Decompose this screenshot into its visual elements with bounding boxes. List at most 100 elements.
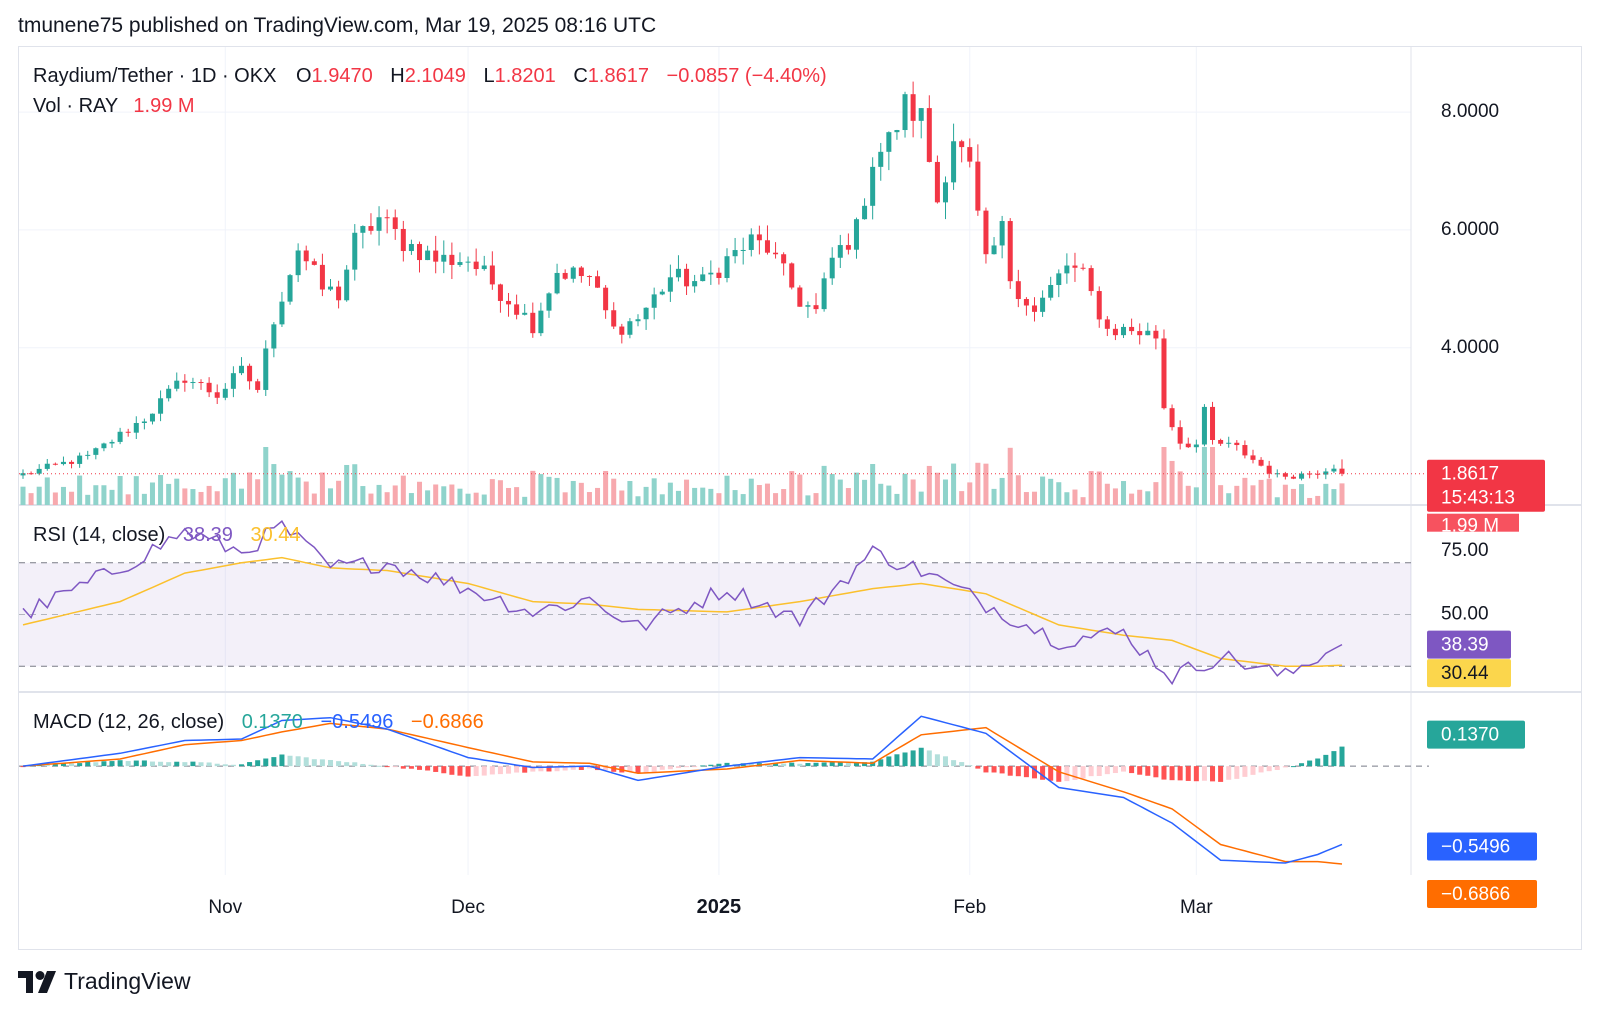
volume-bar [732, 490, 738, 505]
volume-bar [1169, 460, 1175, 505]
macd-histogram-bar [174, 761, 180, 767]
candle-body [1161, 338, 1167, 409]
volume-bar [1177, 471, 1183, 505]
volume-bar [93, 485, 99, 505]
macd-histogram-bar [1104, 766, 1110, 775]
macd-histogram-bar [1315, 758, 1321, 767]
macd-histogram-bar [101, 761, 107, 767]
macd-histogram-bar [627, 766, 633, 772]
candle-body [603, 287, 609, 311]
candle-body [870, 166, 876, 206]
volume-bar [1088, 471, 1094, 505]
macd-signal-line [22, 722, 1343, 865]
macd-histogram-bar [1339, 746, 1345, 767]
volume-bar [951, 463, 957, 505]
volume-bar [1040, 476, 1046, 505]
macd-histogram-bar [1169, 766, 1175, 781]
volume-bar [773, 493, 779, 505]
macd-histogram-bar [902, 752, 908, 767]
macd-histogram-bar [797, 763, 803, 767]
candle-body [457, 262, 463, 265]
macd-histogram-bar [457, 766, 463, 776]
tradingview-logo[interactable]: TradingView [18, 968, 191, 995]
candle-body [853, 219, 859, 250]
candle-body [1096, 291, 1102, 320]
high-label: H [390, 65, 404, 87]
volume-bar [667, 482, 673, 505]
close-label: C [573, 65, 587, 87]
volume-bar [538, 474, 544, 505]
macd-histogram-bar [1210, 766, 1216, 782]
volume-bar [20, 486, 26, 505]
candles [20, 81, 1345, 481]
volume-bar [1299, 484, 1305, 505]
brand-name: TradingView [64, 968, 191, 994]
candle-body [303, 250, 309, 262]
rsi-legend[interactable]: RSI (14, close) 38.39 30.44 [33, 524, 301, 546]
volume-bar [708, 488, 714, 505]
candle-body [1226, 442, 1232, 444]
volume-bar [1015, 475, 1021, 505]
candle-body [562, 272, 568, 279]
macd-histogram-bar [400, 766, 406, 769]
chart-canvas[interactable]: 8.0000 6.0000 4.0000 75.00 50.00 Nov Dec… [19, 47, 1581, 949]
candle-body [52, 463, 58, 465]
candle-body [182, 380, 188, 383]
candle-body [586, 276, 592, 278]
volume-bar [813, 493, 819, 505]
candle-body [497, 284, 503, 301]
macd-legend[interactable]: MACD (12, 26, close) 0.1370 −0.5496 −0.6… [33, 711, 484, 733]
macd-histogram-bar [894, 754, 900, 767]
macd-histogram-bar [1242, 766, 1248, 777]
volume-bar [635, 496, 641, 505]
volume-legend[interactable]: Vol · RAY 1.99 M [33, 95, 195, 117]
candle-body [918, 108, 924, 121]
volume-bar [845, 488, 851, 505]
candle-body [635, 319, 641, 322]
candle-body [546, 293, 552, 311]
volume-bar [69, 491, 75, 505]
macd-histogram-bar [368, 764, 374, 767]
volume-bar [748, 478, 754, 505]
symbol-legend[interactable]: Raydium/Tether · 1D · OKX O1.9470 H2.104… [33, 65, 827, 87]
candle-body [214, 392, 220, 398]
candle-body [773, 252, 779, 255]
macd-histogram-bar [918, 747, 924, 767]
volume-bar [1226, 493, 1232, 505]
macd-histogram-bar [837, 761, 843, 767]
volume-bar [384, 492, 390, 505]
macd-histogram-bar [230, 764, 236, 767]
candle-body [198, 382, 204, 384]
volume-bar [44, 477, 50, 505]
candle-body [255, 381, 261, 390]
candle-body [1201, 406, 1207, 445]
macd-histogram-bar [692, 766, 698, 768]
candle-body [295, 250, 301, 276]
macd-histogram-bar [578, 766, 584, 770]
candle-body [174, 380, 180, 389]
volume-bar [182, 488, 188, 505]
volume-bar [789, 471, 795, 505]
volume-bar [1315, 495, 1321, 505]
rsi-badges: 38.39 30.44 [1427, 630, 1511, 688]
macd-histogram-bar [1153, 766, 1159, 778]
volume-bar [417, 481, 423, 505]
volume-bar [894, 493, 900, 505]
macd-histogram-bar [862, 762, 868, 767]
volume-bar [433, 484, 439, 505]
candle-body [1015, 281, 1021, 300]
volume-bar [764, 483, 770, 505]
macd-histogram-bar [570, 766, 576, 770]
candle-body [967, 147, 973, 162]
candle-body [902, 94, 908, 131]
macd-histogram-bar [44, 765, 50, 767]
candle-body [77, 455, 83, 464]
volume-bar [400, 475, 406, 505]
volume-bar [425, 490, 431, 505]
macd-histogram-bar [1056, 766, 1062, 782]
macd-histogram-bar [562, 766, 568, 771]
macd-histogram-bar [554, 766, 560, 772]
macd-histogram-bar [1218, 766, 1224, 782]
candle-body [327, 286, 334, 290]
volume-badge-value: 1.99 M [1441, 516, 1499, 537]
